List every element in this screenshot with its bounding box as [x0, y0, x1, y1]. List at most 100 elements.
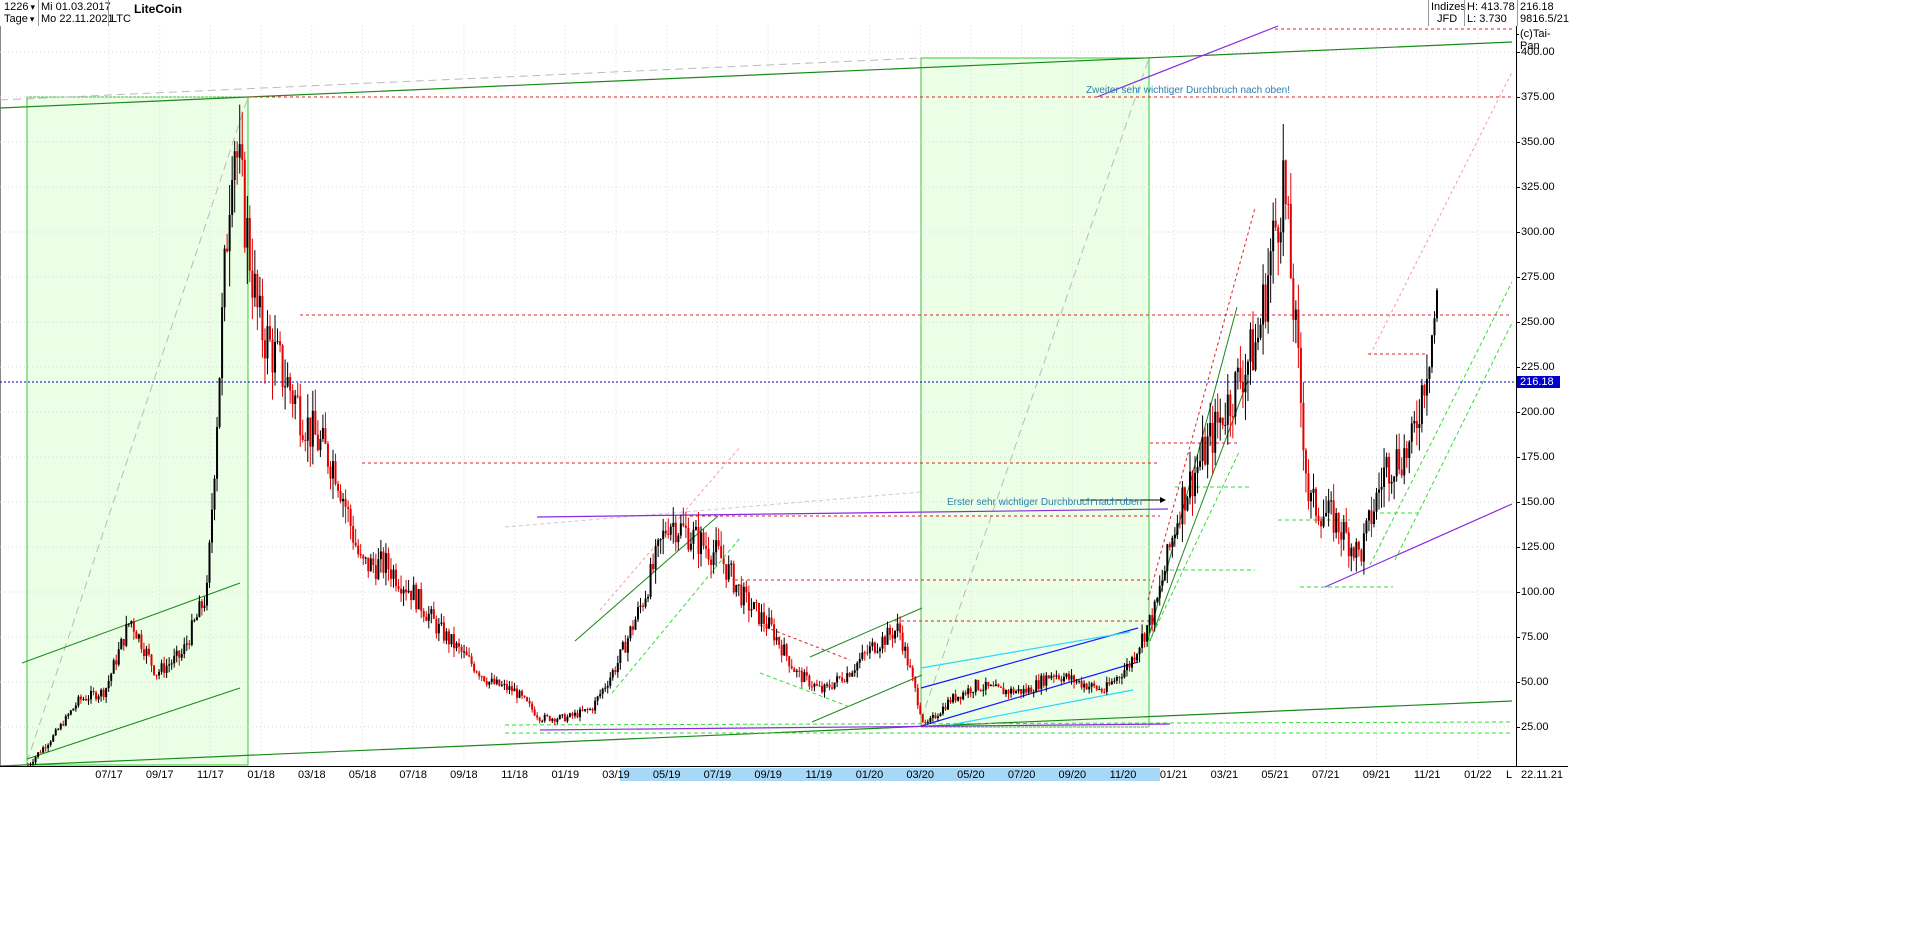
candle-body: [1395, 449, 1398, 477]
candle-body: [92, 690, 95, 693]
candle-body: [1030, 687, 1033, 693]
channel-late-2021-support-b: [1394, 322, 1513, 561]
candle-body: [526, 697, 529, 702]
candle-body: [1231, 416, 1234, 418]
candle-body: [757, 603, 760, 625]
candle-body: [316, 434, 319, 451]
candle-body: [248, 218, 251, 271]
start-date[interactable]: Mi 01.03.2017: [41, 1, 111, 13]
candle-body: [178, 650, 181, 658]
candle-body: [256, 273, 259, 308]
candle-body: [304, 439, 307, 441]
candle-body: [1025, 688, 1028, 693]
channel-2017-bottom: [26, 687, 241, 760]
candle-body: [793, 668, 796, 672]
candle-body: [1372, 511, 1375, 525]
candle-body: [357, 545, 360, 555]
chart-title: LiteCoin: [134, 2, 182, 16]
end-date[interactable]: Mo 22.11.2021: [41, 13, 114, 25]
candle-body: [672, 522, 675, 527]
candle-body: [284, 386, 287, 388]
candle-body: [79, 696, 82, 700]
y-tick-label: 150.00: [1517, 496, 1555, 508]
candle-body: [127, 623, 130, 625]
candle-body: [573, 712, 576, 716]
candle-body: [132, 621, 135, 632]
candle-body: [871, 642, 874, 647]
candle-body: [735, 584, 738, 593]
candle-body: [717, 540, 720, 546]
candle-body: [1080, 680, 1083, 688]
candle-body: [1282, 160, 1285, 233]
channel-late-2021-resistance: [1369, 71, 1513, 356]
candle-body: [485, 681, 488, 685]
candle-body: [657, 539, 660, 547]
candle-body: [1181, 487, 1184, 525]
candle-body: [878, 648, 881, 652]
candle-body: [1151, 615, 1154, 625]
candle-body: [543, 714, 546, 721]
candle-body: [397, 586, 400, 589]
candle-body: [208, 542, 211, 583]
candle-body: [1110, 681, 1113, 685]
channel-2021-bottom: [1149, 379, 1249, 642]
candle-body: [1055, 675, 1058, 677]
candle-body: [788, 656, 791, 667]
candle-body: [27, 764, 29, 766]
candle-body: [1100, 689, 1103, 692]
candle-body: [619, 649, 622, 663]
candle-body: [185, 643, 188, 645]
index-group[interactable]: Indizes: [1431, 1, 1466, 13]
candle-body: [52, 735, 55, 742]
candle-body: [1090, 683, 1093, 687]
candle-body: [470, 656, 473, 665]
candle-body: [279, 341, 282, 346]
candle-body: [115, 660, 118, 665]
candle-body: [568, 713, 571, 717]
candle-body: [1131, 657, 1134, 668]
candle-body: [1241, 382, 1244, 393]
channel-2019-top: [574, 515, 719, 642]
candle-body: [626, 638, 629, 653]
candle-body: [105, 688, 108, 697]
candle-body: [886, 627, 889, 645]
candle-body: [720, 545, 723, 559]
bar-count-dropdown[interactable]: 1226: [4, 1, 35, 13]
candle-body: [538, 717, 541, 722]
chart-area[interactable]: [0, 26, 1516, 766]
candle-body: [291, 390, 294, 404]
candle-body: [425, 616, 428, 621]
candle-body: [1337, 513, 1340, 533]
candle-body: [1060, 678, 1063, 682]
candle-body: [1199, 461, 1202, 467]
dashed-line-2019: [504, 491, 922, 528]
candle-body: [200, 601, 203, 608]
candle-body: [1141, 633, 1144, 648]
x-date-label: 22.11.21: [1520, 769, 1564, 781]
period-dropdown[interactable]: Tage: [4, 13, 34, 25]
candle-body: [800, 670, 803, 682]
candle-body: [571, 713, 574, 716]
candle-body: [1367, 510, 1370, 521]
candle-body: [430, 609, 433, 614]
candle-body: [536, 715, 539, 718]
candle-body: [594, 700, 597, 711]
candle-body: [117, 649, 120, 665]
candle-body: [992, 685, 995, 687]
candle-body: [211, 509, 214, 543]
candle-body: [407, 590, 410, 593]
candle-body: [576, 712, 579, 718]
candle-body: [498, 679, 501, 686]
candle-body: [1035, 680, 1038, 693]
candle-body: [815, 683, 818, 686]
candle-body: [818, 685, 821, 687]
divider: [1517, 0, 1518, 26]
broker-label: JFD: [1437, 13, 1458, 25]
candle-body: [1173, 534, 1176, 539]
candle-body: [1115, 676, 1118, 681]
candle-body: [586, 709, 589, 711]
candle-body: [69, 710, 72, 715]
candle-body: [820, 685, 823, 693]
x-tick-label: 09/18: [450, 769, 478, 781]
candle-body: [253, 273, 256, 298]
